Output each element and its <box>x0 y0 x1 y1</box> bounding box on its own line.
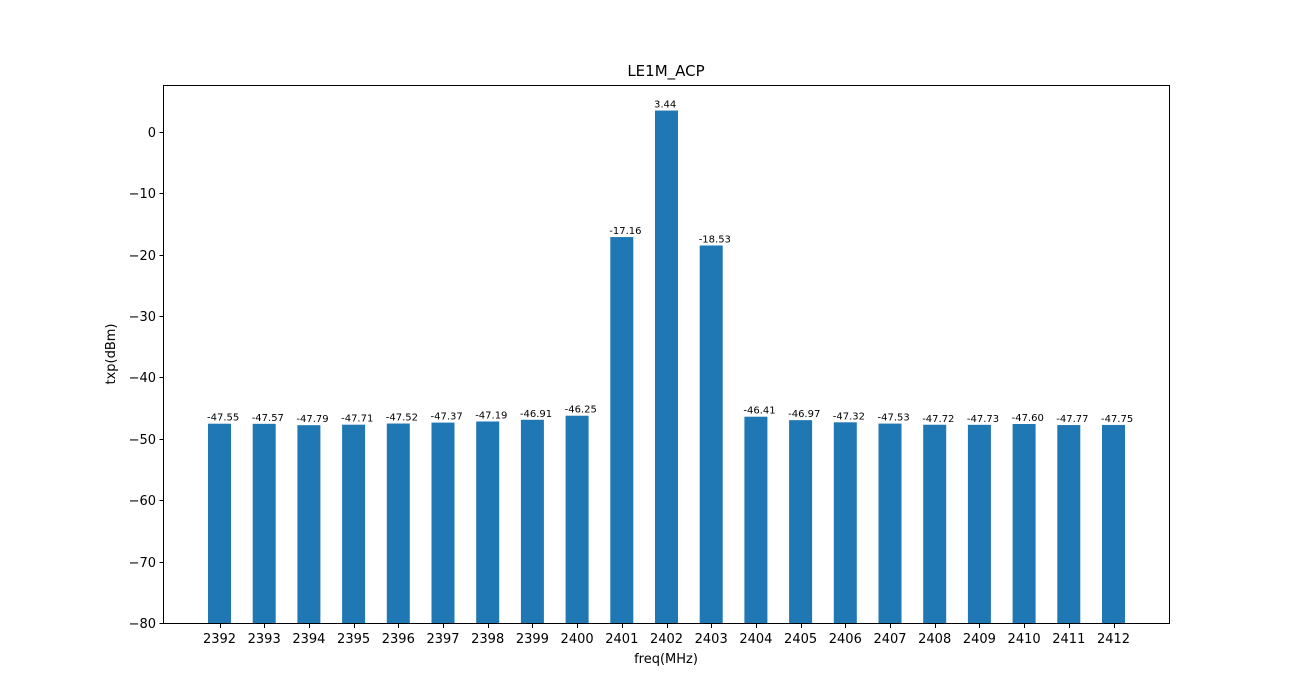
bar-2396 <box>386 423 410 623</box>
plot-frame <box>163 85 1170 624</box>
x-tick-label-2404: 2404 <box>739 632 772 647</box>
bar-2395 <box>342 424 366 623</box>
bar-2404 <box>744 416 768 623</box>
x-tick-label-2408: 2408 <box>918 632 951 647</box>
x-tick-label-2409: 2409 <box>963 632 996 647</box>
data-label-2411: -47.77 <box>1056 414 1088 425</box>
data-label-2394: -47.79 <box>296 414 328 425</box>
bar-2411 <box>1057 425 1081 623</box>
bar-2409 <box>967 424 991 623</box>
x-tick-label-2393: 2393 <box>248 632 281 647</box>
y-tick-label: −80 <box>129 617 156 632</box>
y-tick-label: −40 <box>129 371 156 386</box>
x-tick-label-2392: 2392 <box>203 632 236 647</box>
value-labels-group: -47.55 -47.57 -47.79 -47.71 -47.52 -47.37 -47.… <box>207 100 1133 426</box>
x-tick-label-2400: 2400 <box>561 632 594 647</box>
x-tick-label-2406: 2406 <box>829 632 862 647</box>
data-label-2403: -18.53 <box>699 234 731 245</box>
x-tick-label-2394: 2394 <box>292 632 325 647</box>
data-label-2402: 3.44 <box>654 100 676 111</box>
bar-2408 <box>923 424 947 623</box>
bar-2393 <box>252 423 276 623</box>
y-tick-label: −50 <box>129 433 156 448</box>
x-axis: 2392 2393 2394 2395 2396 2397 2398 2399 2400 2401… <box>203 624 1130 647</box>
bar-2392 <box>208 423 231 623</box>
data-label-2410: -47.60 <box>1012 413 1044 424</box>
y-tick-label: −10 <box>129 187 156 202</box>
y-tick-label: −30 <box>129 310 156 325</box>
data-label-2406: -47.32 <box>833 411 865 422</box>
data-label-2400: -46.25 <box>565 405 597 416</box>
y-tick-label: −20 <box>129 249 156 264</box>
data-label-2412: -47.75 <box>1101 414 1133 425</box>
bar-2401 <box>610 237 634 624</box>
x-axis-label: freq(MHz) <box>634 652 698 667</box>
x-tick-label-2403: 2403 <box>695 632 728 647</box>
data-label-2398: -47.19 <box>475 410 507 421</box>
bar-2403 <box>699 245 723 623</box>
bar-2399 <box>520 419 544 623</box>
x-tick-label-2396: 2396 <box>382 632 415 647</box>
x-tick-label-2410: 2410 <box>1008 632 1041 647</box>
data-label-2396: -47.52 <box>386 413 418 424</box>
y-tick-label: −70 <box>129 556 156 571</box>
x-tick-label-2407: 2407 <box>873 632 906 647</box>
bar-2398 <box>476 421 500 623</box>
bar-2410 <box>1012 424 1036 623</box>
x-tick-label-2411: 2411 <box>1052 632 1085 647</box>
data-label-2397: -47.37 <box>431 412 463 423</box>
bar-2412 <box>1102 424 1125 623</box>
x-tick-label-2405: 2405 <box>784 632 817 647</box>
data-label-2405: -46.97 <box>788 409 820 420</box>
bar-2397 <box>431 422 455 623</box>
data-label-2408: -47.72 <box>922 414 954 425</box>
data-label-2407: -47.53 <box>878 413 910 424</box>
data-label-2393: -47.57 <box>252 413 284 424</box>
y-axis: 0 −10 −20 −30 −40 −50 −60 −70 −80 <box>129 126 164 632</box>
y-axis-label: txp(dBm) <box>104 323 119 384</box>
data-label-2401: -17.16 <box>609 226 641 237</box>
data-label-2409: -47.73 <box>967 414 999 425</box>
bars-group <box>208 110 1125 624</box>
bar-2402 <box>655 110 678 624</box>
x-tick-label-2397: 2397 <box>426 632 459 647</box>
x-tick-label-2398: 2398 <box>471 632 504 647</box>
data-label-2392: -47.55 <box>207 413 239 424</box>
y-tick-label: −60 <box>129 494 156 509</box>
data-label-2404: -46.41 <box>743 406 775 417</box>
x-tick-label-2412: 2412 <box>1097 632 1130 647</box>
x-tick-label-2402: 2402 <box>650 632 683 647</box>
bar-2407 <box>878 423 902 623</box>
chart-title: LE1M_ACP <box>627 62 704 81</box>
x-tick-label-2399: 2399 <box>516 632 549 647</box>
bar-2405 <box>789 420 813 623</box>
bar-2394 <box>297 425 321 623</box>
x-tick-label-2401: 2401 <box>605 632 638 647</box>
bar-2406 <box>833 422 857 623</box>
y-tick-label: 0 <box>148 126 156 141</box>
data-label-2395: -47.71 <box>341 414 373 425</box>
x-tick-label-2395: 2395 <box>337 632 370 647</box>
bar-2400 <box>565 415 589 623</box>
data-label-2399: -46.91 <box>520 409 552 420</box>
